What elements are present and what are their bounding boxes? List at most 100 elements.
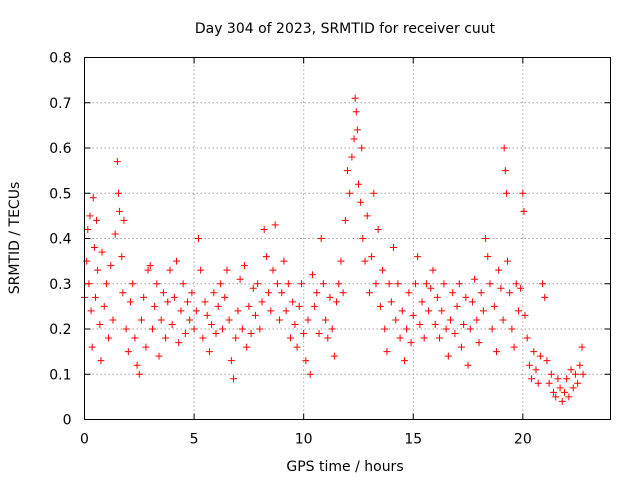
y-tick-label: 0.8	[49, 51, 71, 67]
data-point	[414, 253, 422, 261]
data-point	[146, 262, 154, 270]
y-tick-label: 0.2	[49, 322, 71, 338]
data-point	[486, 280, 494, 288]
data-point	[543, 357, 551, 365]
data-point	[245, 302, 253, 310]
data-point	[372, 280, 380, 288]
data-point	[394, 280, 402, 288]
data-point	[300, 330, 308, 338]
data-point	[297, 280, 305, 288]
data-point	[86, 212, 94, 220]
data-point	[339, 289, 347, 297]
data-point	[304, 316, 312, 324]
data-point	[116, 207, 124, 215]
data-point	[484, 253, 492, 261]
data-point	[578, 343, 586, 351]
data-point	[333, 298, 341, 306]
data-point	[479, 307, 487, 315]
data-point	[210, 289, 218, 297]
data-point	[567, 366, 575, 374]
data-point	[142, 343, 150, 351]
data-point	[455, 280, 463, 288]
data-point	[214, 302, 222, 310]
x-axis-title: GPS time / hours	[286, 459, 403, 475]
data-point	[335, 280, 343, 288]
data-point	[565, 393, 573, 401]
data-point	[539, 280, 547, 288]
data-point	[148, 325, 156, 333]
data-point	[376, 302, 384, 310]
data-point	[262, 253, 270, 261]
data-point	[221, 293, 229, 301]
y-tick-label: 0.6	[49, 141, 71, 157]
data-point	[181, 330, 189, 338]
data-point	[521, 311, 529, 319]
data-point	[317, 235, 325, 242]
data-point	[276, 316, 284, 324]
data-point	[127, 298, 135, 306]
data-point	[422, 280, 430, 288]
data-point	[120, 216, 128, 224]
x-tick-label: 10	[295, 432, 313, 448]
data-point	[302, 357, 310, 365]
data-point	[212, 330, 220, 338]
data-point	[409, 311, 417, 319]
data-point	[405, 289, 413, 297]
data-point	[579, 370, 587, 378]
data-points	[81, 94, 587, 405]
data-point	[223, 266, 231, 274]
data-point	[91, 293, 99, 301]
grid-lines	[84, 57, 611, 420]
data-point	[523, 334, 531, 342]
data-point	[216, 280, 224, 288]
data-point	[280, 257, 288, 265]
data-point	[247, 330, 255, 338]
y-tick-label: 0.5	[49, 186, 71, 202]
data-point	[107, 262, 115, 270]
data-point	[249, 284, 257, 292]
data-point	[194, 235, 202, 242]
data-point	[514, 307, 522, 315]
data-point	[284, 280, 292, 288]
data-point	[97, 357, 105, 365]
data-point	[330, 352, 338, 360]
data-point	[308, 271, 316, 279]
data-point	[563, 375, 571, 383]
data-point	[205, 348, 213, 356]
data-point	[144, 266, 152, 274]
data-point	[558, 397, 566, 405]
data-point	[433, 293, 441, 301]
data-point	[219, 325, 227, 333]
data-point	[113, 158, 121, 166]
data-point	[157, 316, 165, 324]
data-point	[258, 298, 266, 306]
data-point	[289, 298, 297, 306]
data-point	[532, 366, 540, 374]
data-point	[84, 225, 92, 233]
data-point	[482, 235, 490, 242]
data-point	[385, 280, 393, 288]
axis-ticks	[84, 57, 611, 420]
data-point	[477, 289, 485, 297]
y-tick-label: 0.7	[49, 96, 71, 112]
data-point	[293, 343, 301, 351]
data-point	[90, 244, 98, 252]
data-point	[451, 330, 459, 338]
data-point	[269, 266, 277, 274]
data-point	[177, 307, 185, 315]
data-point	[162, 334, 170, 342]
data-point	[225, 316, 233, 324]
data-point	[510, 343, 518, 351]
data-point	[381, 325, 389, 333]
data-point	[153, 280, 161, 288]
data-point	[348, 153, 356, 161]
data-point	[251, 311, 259, 319]
data-point	[140, 293, 148, 301]
data-point	[374, 225, 382, 233]
data-point	[93, 216, 101, 224]
data-point	[273, 280, 281, 288]
x-tick-label: 20	[514, 432, 532, 448]
data-point	[324, 334, 332, 342]
data-point	[291, 320, 299, 328]
data-point	[278, 289, 286, 297]
